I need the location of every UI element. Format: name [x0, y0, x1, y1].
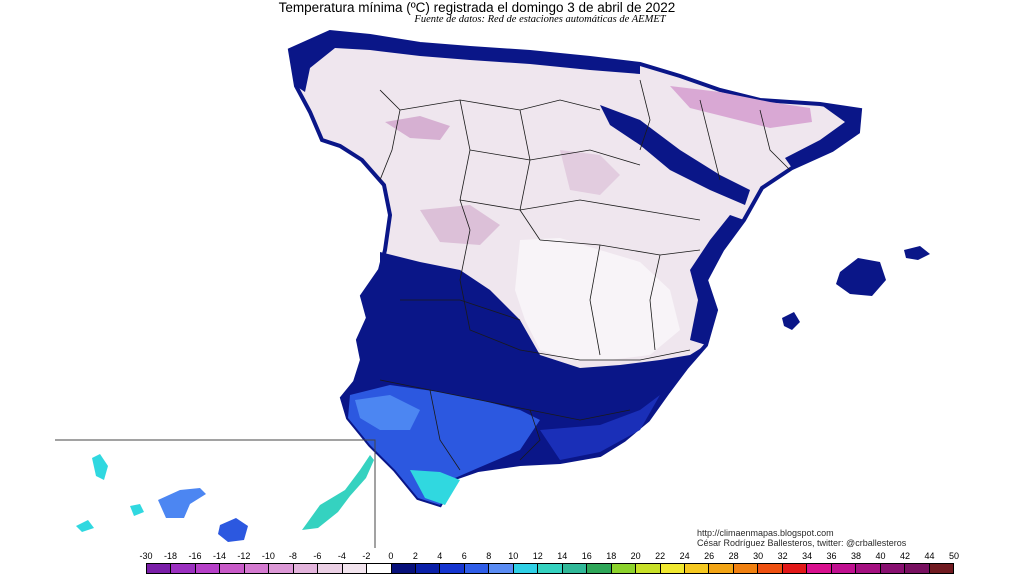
legend-swatch	[367, 564, 392, 573]
legend-tick-label: -6	[313, 551, 322, 561]
legend-tick-label: -30	[139, 551, 153, 561]
frost-patch-leon	[385, 116, 450, 140]
legend-swatch	[147, 564, 172, 573]
frost-patch-north	[670, 86, 812, 128]
legend-tick-label: 2	[412, 551, 418, 561]
legend-swatch	[709, 564, 734, 573]
legend-swatch	[342, 564, 368, 573]
legend-tick-label: 42	[900, 551, 911, 561]
valencia-coast-strip	[690, 215, 744, 345]
legend-tick-label: 36	[826, 551, 837, 561]
legend-swatch	[587, 564, 612, 573]
legend-swatch	[782, 564, 808, 573]
legend-tick-label: -2	[362, 551, 371, 561]
map-subtitle: Fuente de datos: Red de estaciones autom…	[414, 14, 666, 25]
legend-swatch	[244, 564, 270, 573]
legend-tick-label: 50	[948, 551, 960, 561]
legend-swatch	[929, 564, 953, 573]
regional-borders	[379, 79, 791, 471]
legend-color-bar	[146, 563, 954, 574]
legend-swatch	[562, 564, 588, 573]
legend-tick-label: -14	[212, 551, 226, 561]
frost-patch-center	[420, 205, 500, 245]
cadiz-coast-cyan	[410, 470, 460, 505]
legend-swatch	[391, 564, 416, 573]
legend-tick-label: -8	[288, 551, 297, 561]
legend-swatch	[489, 564, 514, 573]
island-la-palma	[92, 454, 108, 480]
legend-swatch	[195, 564, 221, 573]
legend-swatch	[293, 564, 319, 573]
legend-swatch	[513, 564, 539, 573]
legend-swatch	[440, 564, 465, 573]
legend-tick-label: 20	[630, 551, 641, 561]
map-title: Temperatura mínima (ºC) registrada el do…	[278, 0, 676, 15]
legend-labels: -30 -18 -16 -14 -12 -10 -8 -6 -4 -2 0 2 4 6 8 10 12 14 16 1…	[139, 551, 962, 563]
legend-tick-label: 40	[875, 551, 886, 561]
legend-swatch	[905, 564, 930, 573]
legend-tick-label: 22	[655, 551, 666, 561]
legend-swatch	[660, 564, 685, 573]
legend-tick-label: 14	[557, 551, 568, 561]
island-tenerife	[158, 488, 206, 518]
cantabrian-coast	[290, 32, 640, 92]
legend-swatch	[733, 564, 759, 573]
legend-swatch	[171, 564, 196, 573]
legend-tick-label: 4	[437, 551, 443, 561]
island-lanzarote-fuerteventura	[302, 455, 374, 530]
legend-tick-label: 6	[461, 551, 467, 561]
legend-tick-label: 26	[704, 551, 715, 561]
legend-tick-label: 8	[486, 551, 492, 561]
legend-tick-label: 38	[851, 551, 862, 561]
huelva-coast-warm	[355, 395, 420, 430]
ebro-valley-band	[600, 105, 750, 205]
credit-author: César Rodríguez Ballesteros, twitter: @c…	[697, 538, 907, 548]
legend-swatch	[807, 564, 832, 573]
island-menorca	[904, 246, 930, 260]
legend-swatch	[684, 564, 710, 573]
legend-tick-label: 18	[606, 551, 617, 561]
legend-swatch	[831, 564, 857, 573]
legend-tick-label: -18	[163, 551, 177, 561]
legend-tick-label: 10	[508, 551, 519, 561]
legend-swatch	[318, 564, 343, 573]
legend-swatch	[758, 564, 783, 573]
credit-website: http://climaenmapas.blogspot.com	[697, 528, 834, 538]
legend-tick-label: -10	[261, 551, 275, 561]
legend-tick-label: 44	[924, 551, 935, 561]
legend-swatch	[220, 564, 245, 573]
frost-patch-east	[560, 150, 620, 195]
island-el-hierro	[76, 520, 94, 532]
canary-islands-inset	[55, 439, 376, 548]
legend-tick-label: 16	[581, 551, 592, 561]
island-la-gomera	[130, 504, 144, 516]
catalonia-coast	[785, 104, 860, 168]
island-mallorca	[836, 258, 886, 296]
legend-swatch	[464, 564, 490, 573]
legend-swatch	[269, 564, 294, 573]
legend-tick-label: 34	[802, 551, 813, 561]
legend-swatch	[415, 564, 441, 573]
legend-swatch	[611, 564, 637, 573]
island-ibiza	[782, 312, 800, 330]
legend-tick-label: 30	[753, 551, 764, 561]
island-gran-canaria	[218, 518, 248, 542]
legend-tick-label: 0	[388, 551, 394, 561]
legend-swatch	[880, 564, 906, 573]
legend-tick-label: 28	[728, 551, 739, 561]
interior-mild-area	[515, 238, 680, 360]
legend-tick-label: -4	[337, 551, 346, 561]
mediterranean-coast-blue	[540, 395, 660, 460]
legend-tick-label: 24	[679, 551, 690, 561]
legend-swatch	[636, 564, 661, 573]
legend-tick-label: -12	[237, 551, 251, 561]
legend-swatch	[856, 564, 881, 573]
legend-swatch	[538, 564, 563, 573]
legend-tick-label: -16	[188, 551, 202, 561]
legend-tick-label: 32	[777, 551, 788, 561]
legend-tick-label: 12	[532, 551, 543, 561]
